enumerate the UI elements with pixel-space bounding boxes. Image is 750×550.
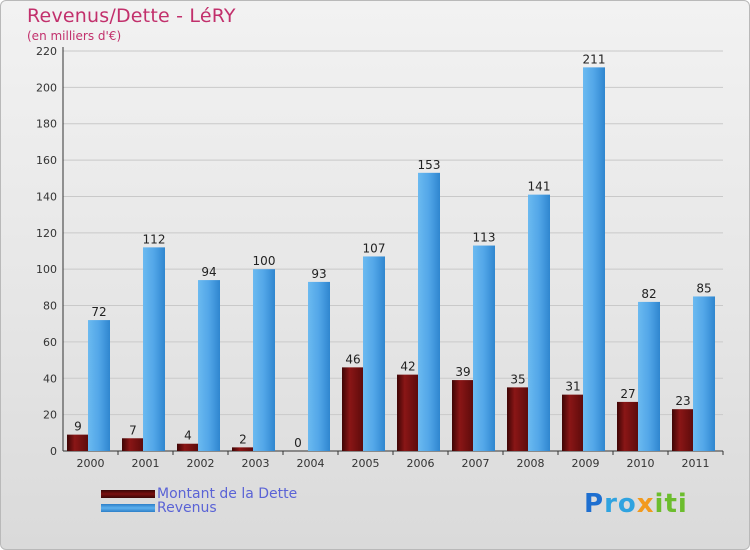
revenus-value-label-2001: 112 [143,232,166,246]
y-tick-label-60: 60 [43,336,57,349]
revenus-value-label-2011: 85 [696,281,711,295]
x-tick-label-2007: 2007 [462,457,490,470]
x-tick-label-2000: 2000 [77,457,105,470]
legend-swatch-revenus [101,504,155,512]
revenus-bar-2008 [528,194,550,452]
dette-bar-2007 [452,380,474,451]
dette-value-label-2002: 4 [184,429,192,443]
dette-value-label-2003: 2 [239,432,247,446]
y-tick-label-180: 180 [36,118,57,131]
dette-value-label-2009: 31 [565,380,580,394]
y-tick-label-120: 120 [36,227,57,240]
legend-label-revenus: Revenus [157,500,217,516]
revenus-value-label-2005: 107 [363,241,386,255]
revenus-bar-2002 [198,280,220,451]
legend-label-dette: Montant de la Dette [157,486,298,502]
dette-value-label-2007: 39 [455,365,470,379]
dette-bar-2008 [507,387,529,451]
x-tick-label-2004: 2004 [297,457,325,470]
revenus-bar-2001 [143,247,165,451]
revenus-value-label-2006: 153 [418,158,441,172]
revenus-value-label-2000: 72 [91,305,106,319]
revenus-bar-2005 [363,256,385,451]
revenus-value-label-2002: 94 [201,265,216,279]
x-tick-label-2005: 2005 [352,457,380,470]
y-tick-label-40: 40 [43,372,57,385]
x-tick-label-2010: 2010 [627,457,655,470]
revenus-value-label-2004: 93 [311,267,326,281]
proxiti-logo: Proxiti [584,489,688,519]
chart-subtitle: (en milliers d'€) [27,29,122,43]
dette-value-label-2000: 9 [74,420,82,434]
x-tick-label-2003: 2003 [242,457,270,470]
revenus-value-label-2003: 100 [253,254,276,268]
y-tick-label-220: 220 [36,45,57,58]
x-tick-label-2009: 2009 [572,457,600,470]
dette-bar-2001 [122,438,144,451]
dette-value-label-2001: 7 [129,423,137,437]
y-tick-label-80: 80 [43,300,57,313]
revenus-bar-2000 [88,320,110,451]
dette-bar-2000 [67,434,89,451]
revenus-bar-2004 [308,281,330,451]
dette-bar-2003 [232,447,254,451]
x-tick-label-2008: 2008 [517,457,545,470]
revenus-value-label-2007: 113 [473,231,496,245]
revenus-bar-2007 [473,245,495,451]
y-tick-label-100: 100 [36,263,57,276]
legend-item-dette: Montant de la Dette [101,487,297,501]
x-tick-label-2002: 2002 [187,457,215,470]
legend-swatch-dette [101,490,155,498]
revenus-bar-2010 [638,301,660,451]
dette-bar-2006 [397,374,419,451]
revenus-bar-2003 [253,269,275,451]
dette-value-label-2004: 0 [294,436,302,450]
x-tick-label-2001: 2001 [132,457,160,470]
revenus-value-label-2008: 141 [528,180,551,194]
legend-item-revenus: Revenus [101,501,297,515]
dette-bar-2009 [562,394,584,451]
dette-value-label-2005: 46 [345,352,360,366]
y-tick-label-0: 0 [50,445,57,458]
dette-value-label-2008: 35 [510,372,525,386]
revenus-bar-2009 [583,67,605,451]
y-tick-label-160: 160 [36,154,57,167]
dette-bar-2010 [617,401,639,451]
revenus-bar-2006 [418,172,440,451]
y-tick-label-140: 140 [36,190,57,203]
revenus-value-label-2010: 82 [641,287,656,301]
dette-value-label-2011: 23 [675,394,690,408]
x-tick-label-2006: 2006 [407,457,435,470]
revenus-bar-2011 [693,296,715,451]
x-tick-label-2011: 2011 [682,457,710,470]
y-tick-label-200: 200 [36,81,57,94]
dette-bar-2011 [672,409,694,451]
dette-value-label-2006: 42 [400,360,415,374]
dette-value-label-2010: 27 [620,387,635,401]
dette-bar-2002 [177,443,199,451]
revenus-value-label-2009: 211 [583,52,606,66]
chart-title: Revenus/Dette - LéRY [27,5,236,27]
dette-bar-2005 [342,367,364,451]
legend: Montant de la Dette Revenus [101,487,297,515]
y-tick-label-20: 20 [43,409,57,422]
